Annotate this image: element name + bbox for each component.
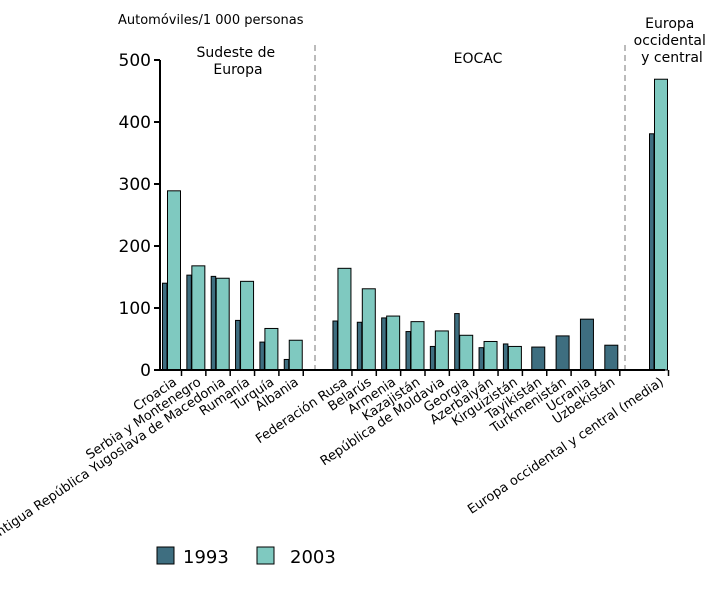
bar-2003-6 xyxy=(337,267,352,371)
y-tick-label-200: 200 xyxy=(119,237,151,257)
bar-2003-4 xyxy=(264,327,279,371)
bar-2003-3 xyxy=(240,280,255,371)
bar-1993-13 xyxy=(502,343,509,371)
bar-1993-15 xyxy=(555,335,570,371)
bar-2003-11 xyxy=(459,334,474,371)
y-axis-title: Automóviles/1 000 personas xyxy=(118,13,304,28)
bar-2003-18 xyxy=(654,78,668,371)
bar-1993-4 xyxy=(259,341,265,371)
bar-1993-5 xyxy=(283,358,290,371)
bar-1993-14 xyxy=(531,346,546,371)
bar-1993-1 xyxy=(186,274,192,371)
y-tick-label-400: 400 xyxy=(119,113,151,133)
group-labels: Sudeste de Europa EOCAC Europa occidenta… xyxy=(196,16,711,78)
bar-2003-12 xyxy=(483,340,498,371)
bar-1993-7 xyxy=(356,321,363,371)
bar-1993-0 xyxy=(162,282,168,371)
group-label-eocac: EOCAC xyxy=(454,51,503,67)
bar-2003-8 xyxy=(386,315,401,371)
y-tick-label-300: 300 xyxy=(119,175,151,195)
bar-2003-9 xyxy=(410,321,425,371)
y-tick-label-500: 500 xyxy=(119,51,151,71)
bar-1993-18 xyxy=(649,133,655,371)
bar-1993-6 xyxy=(332,320,338,371)
bar-1993-8 xyxy=(381,317,387,371)
group-label-europa-line-2: occidental xyxy=(634,33,706,49)
legend: 1993 2003 xyxy=(156,546,336,568)
legend-swatch-2003 xyxy=(256,546,275,565)
bar-1993-12 xyxy=(478,347,485,371)
y-tick-label-0: 0 xyxy=(140,361,151,381)
group-label-sudeste: Sudeste de Europa xyxy=(196,45,279,78)
y-axis: 0 100 200 300 400 500 xyxy=(119,51,161,381)
group-label-sudeste-line-2: Europa xyxy=(213,62,262,78)
legend-swatch-1993 xyxy=(156,546,175,565)
x-tick-label-1: Serbia y Montenegro xyxy=(83,375,204,463)
bar-1993-16 xyxy=(579,318,594,371)
group-separators xyxy=(314,45,626,370)
bars xyxy=(162,78,668,371)
bar-2003-10 xyxy=(434,330,449,371)
bar-2003-1 xyxy=(191,265,206,371)
bar-2003-13 xyxy=(507,345,522,371)
group-label-europa-occidental: Europa occidental y central xyxy=(634,16,711,66)
bar-2003-5 xyxy=(288,339,303,371)
bar-2003-0 xyxy=(167,190,181,371)
group-label-eocac-line-1: EOCAC xyxy=(454,51,503,67)
bar-1993-9 xyxy=(405,331,411,371)
bar-1993-10 xyxy=(429,345,436,371)
bar-1993-11 xyxy=(454,313,460,371)
bar-1993-17 xyxy=(604,344,619,371)
bar-2003-7 xyxy=(361,288,376,371)
bar-1993-3 xyxy=(235,319,241,371)
bar-2003-2 xyxy=(215,277,230,371)
legend-label-1993: 1993 xyxy=(183,547,229,568)
group-label-sudeste-line-1: Sudeste de xyxy=(196,45,275,61)
group-label-europa-line-3: y central xyxy=(641,50,703,66)
group-label-europa-line-1: Europa xyxy=(645,16,694,32)
x-tick-label-2: Antigua República Yugoslava de Macedonia xyxy=(0,375,228,545)
legend-label-2003: 2003 xyxy=(290,547,336,568)
bar-1993-2 xyxy=(210,275,217,371)
y-tick-label-100: 100 xyxy=(119,299,151,319)
